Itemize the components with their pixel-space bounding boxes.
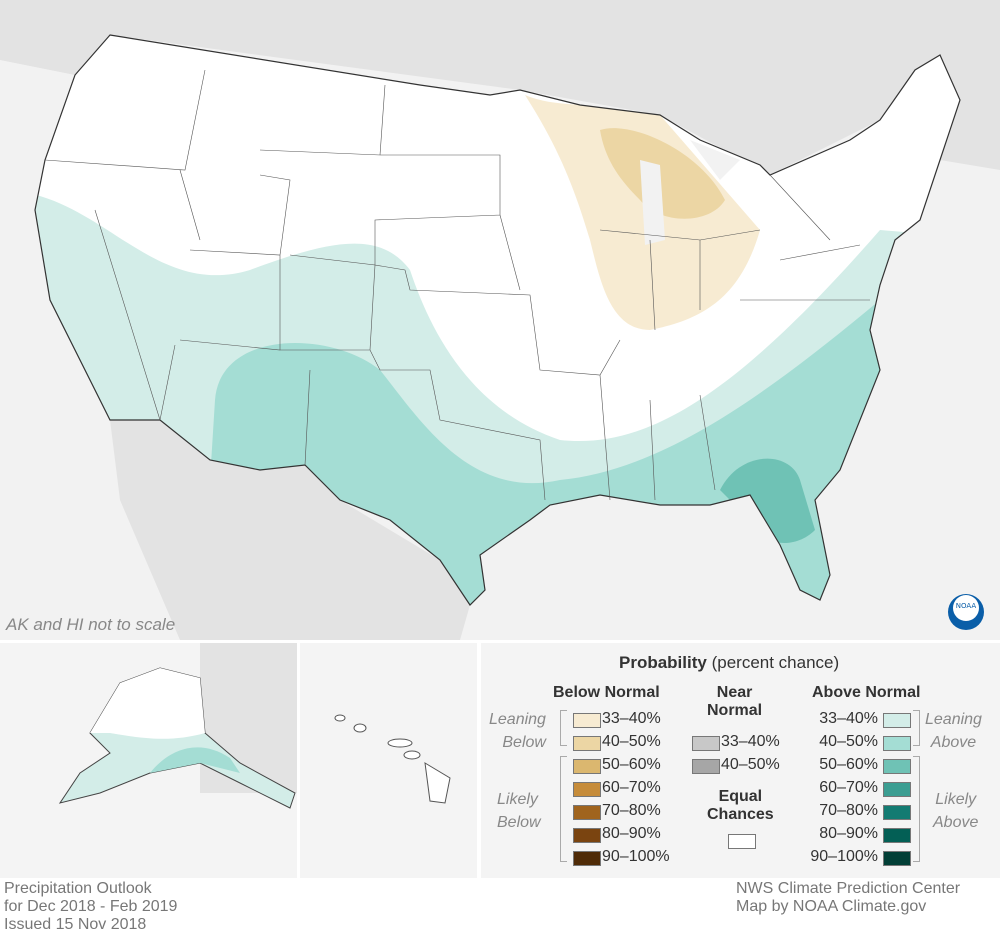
above-label: 50–60% xyxy=(819,756,878,773)
leaning-below-region xyxy=(600,128,725,219)
above-label: 40–50% xyxy=(819,733,878,750)
svg-text:NOAA: NOAA xyxy=(956,602,977,610)
below-swatch xyxy=(573,736,601,751)
below-label: 80–90% xyxy=(602,825,661,842)
above-swatch xyxy=(883,851,911,866)
leaning-below-light-region xyxy=(525,95,760,330)
below-label: 60–70% xyxy=(602,779,661,796)
legend-subtitle: (percent chance) xyxy=(711,653,840,672)
footer-left: Precipitation Outlook for Dec 2018 - Feb … xyxy=(4,880,178,933)
likely-below-label: Likely Below xyxy=(497,791,541,831)
below-label: 70–80% xyxy=(602,802,661,819)
below-swatch xyxy=(573,851,601,866)
great-lakes xyxy=(640,140,740,245)
canada xyxy=(0,0,1000,175)
above-label: 70–80% xyxy=(819,802,878,819)
above-swatch xyxy=(883,805,911,820)
above-swatch xyxy=(883,736,911,751)
below-normal-header: Below Normal xyxy=(553,684,660,701)
above-label: 33–40% xyxy=(819,710,878,727)
above-swatch xyxy=(883,828,911,843)
map-svg: NOAA xyxy=(0,0,1000,640)
footer-right: NWS Climate Prediction Center Map by NOAA… xyxy=(736,880,961,915)
below-swatch xyxy=(573,759,601,774)
near-swatch xyxy=(692,759,720,774)
below-label: 33–40% xyxy=(602,710,661,727)
near-normal-header: Near Normal xyxy=(707,684,763,719)
us-precipitation-map: NOAA AK and HI not to scale xyxy=(0,0,1000,640)
legend-title: Probability xyxy=(619,653,707,672)
above-swatch xyxy=(883,759,911,774)
scale-note: AK and HI not to scale xyxy=(6,615,176,634)
leaning-below-label: Leaning Below xyxy=(489,711,546,751)
above-label: 90–100% xyxy=(810,848,878,865)
below-swatch xyxy=(573,782,601,797)
mexico xyxy=(110,420,470,640)
above-swatch xyxy=(883,713,911,728)
legend: Probability (percent chance) Below Norma… xyxy=(481,643,1000,878)
state-borders xyxy=(44,69,870,501)
above-swatch xyxy=(883,782,911,797)
below-label: 50–60% xyxy=(602,756,661,773)
below-swatch xyxy=(573,713,601,728)
hawaii-inset xyxy=(300,643,477,878)
noaa-logo: NOAA xyxy=(948,594,984,630)
above-normal-header: Above Normal xyxy=(812,684,921,701)
below-label: 90–100% xyxy=(602,848,670,865)
near-label: 33–40% xyxy=(721,733,780,750)
equal-chances-header: Equal Chances xyxy=(707,788,774,823)
equal-chances-swatch xyxy=(728,834,756,849)
likely-above-label: Likely Above xyxy=(933,791,979,831)
above-label: 60–70% xyxy=(819,779,878,796)
likely-above-region xyxy=(720,458,815,543)
below-swatch xyxy=(573,805,601,820)
alaska-inset xyxy=(0,643,297,878)
below-label: 40–50% xyxy=(602,733,661,750)
below-swatch xyxy=(573,828,601,843)
near-swatch xyxy=(692,736,720,751)
leaning-above-label: Leaning Above xyxy=(925,711,982,751)
above-label: 80–90% xyxy=(819,825,878,842)
near-label: 40–50% xyxy=(721,756,780,773)
